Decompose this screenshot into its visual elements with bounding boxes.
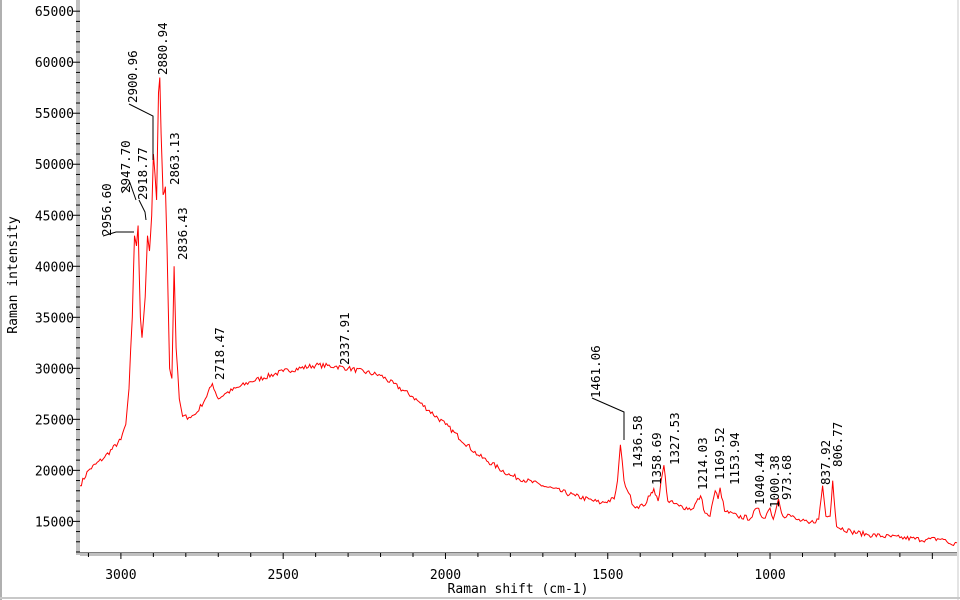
- peak-label: 1461.06: [588, 345, 603, 398]
- peak-leader-line: [102, 231, 134, 237]
- peak-label: 1436.58: [630, 415, 645, 468]
- peak-label: 1000.38: [767, 455, 782, 508]
- peak-label: 1153.94: [727, 432, 742, 485]
- y-tick-label: 65000: [35, 5, 74, 20]
- peak-labels: 2956.60 2947.70 2918.77 2900.96 2880.94 2863.…: [99, 22, 845, 508]
- y-tick-label: 20000: [35, 464, 74, 479]
- x-tick-label: 2000: [430, 568, 461, 583]
- y-axis-bar: [76, 0, 80, 555]
- y-axis-label: Raman intensity: [6, 216, 21, 334]
- peak-label: 2337.91: [337, 312, 352, 365]
- peak-label: 1169.52: [712, 427, 727, 480]
- spectrum-line: [80, 77, 958, 547]
- y-tick-label: 40000: [35, 260, 74, 275]
- peak-label: 2863.13: [167, 132, 182, 185]
- peak-label: 806.77: [830, 422, 845, 467]
- peak-label: 2880.94: [155, 22, 170, 75]
- x-tick-label: 3000: [105, 568, 136, 583]
- peak-label: 973.68: [779, 455, 794, 500]
- y-tick-label: 25000: [35, 413, 74, 428]
- peak-label: 1358.69: [649, 432, 664, 485]
- peak-label: 2836.43: [175, 207, 190, 260]
- peak-label: 837.92: [818, 440, 833, 485]
- x-tick-label: 2500: [268, 568, 299, 583]
- x-axis-bar: [80, 553, 957, 556]
- y-tick-label: 55000: [35, 107, 74, 122]
- x-tick-label: 1500: [592, 568, 623, 583]
- x-axis-label: Raman shift (cm-1): [448, 582, 589, 597]
- y-tick-label: 45000: [35, 209, 74, 224]
- y-tick-label: 50000: [35, 158, 74, 173]
- peak-label: 1214.03: [695, 437, 710, 490]
- peak-leader-line: [121, 181, 137, 201]
- y-tick-label: 60000: [35, 56, 74, 71]
- y-tick-label: 35000: [35, 311, 74, 326]
- peak-leader-line: [128, 103, 154, 160]
- peak-leader-line: [591, 397, 625, 440]
- peak-label: 2947.70: [118, 140, 133, 193]
- x-tick-label: 1000: [754, 568, 785, 583]
- peak-label: 2918.77: [135, 147, 150, 200]
- peak-label: 2956.60: [99, 183, 114, 236]
- y-tick-label: 30000: [35, 362, 74, 377]
- peak-leader-line: [138, 199, 147, 221]
- y-tick-label: 15000: [35, 515, 74, 530]
- peak-label: 1327.53: [667, 412, 682, 465]
- axes: 3000 2500 2000 1500 1000 15000 20000 25000 30000…: [35, 0, 957, 583]
- peak-label: 2718.47: [212, 327, 227, 380]
- peak-label: 1040.44: [752, 452, 767, 505]
- peak-label: 2900.96: [125, 50, 140, 103]
